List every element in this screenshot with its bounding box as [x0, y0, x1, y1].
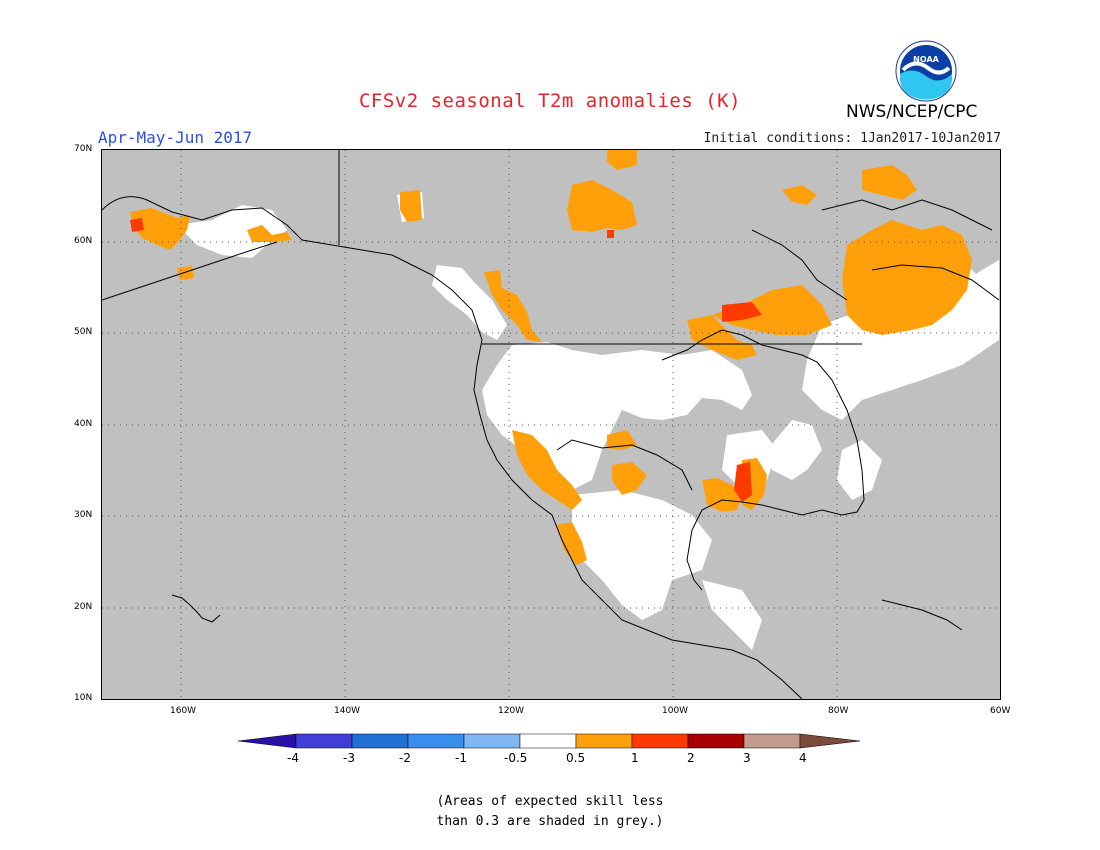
map-canvas	[102, 150, 1000, 699]
organization-label: NWS/NCEP/CPC	[846, 102, 978, 122]
map-panel	[101, 149, 1001, 700]
lon-label-160w: 160W	[170, 706, 197, 716]
svg-text:NOAA: NOAA	[913, 55, 939, 64]
colorbar-tick: -1	[455, 751, 467, 765]
map-title: CFSv2 seasonal T2m anomalies (K)	[358, 90, 742, 112]
lon-label-60w: 60W	[990, 706, 1011, 716]
colorbar	[238, 733, 861, 749]
colorbar-tick: -2	[399, 751, 411, 765]
colorbar-tick: 0.5	[566, 751, 586, 765]
lat-label-50n: 50N	[74, 327, 93, 337]
coastlines	[102, 150, 1000, 699]
colorbar-tick: 4	[799, 751, 807, 765]
lat-label-60n: 60N	[74, 236, 93, 246]
initial-conditions-label: Initial conditions: 1Jan2017-10Jan2017	[703, 131, 1001, 146]
lon-label-120w: 120W	[498, 706, 525, 716]
colorbar-tick: -4	[287, 751, 299, 765]
near-normal-areas	[177, 192, 999, 650]
lon-label-100w: 100W	[662, 706, 689, 716]
skill-note-line-2: than 0.3 are shaded in grey.)	[436, 814, 664, 829]
lon-label-140w: 140W	[334, 706, 361, 716]
season-label: Apr-May-Jun 2017	[98, 128, 253, 147]
lat-label-70n: 70N	[74, 144, 93, 154]
colorbar-tick: -3	[343, 751, 355, 765]
colorbar-tick: -0.5	[504, 751, 528, 765]
skill-note: (Areas of expected skill less than 0.3 a…	[0, 792, 1100, 832]
lon-label-80w: 80W	[828, 706, 849, 716]
skill-note-line-1: (Areas of expected skill less	[436, 794, 664, 809]
strong-warm-anomaly-areas	[130, 218, 762, 502]
lat-label-40n: 40N	[74, 419, 93, 429]
colorbar-tick: 3	[743, 751, 751, 765]
colorbar-tick: 2	[687, 751, 695, 765]
noaa-logo: NOAA	[895, 40, 957, 102]
colorbar-tick: 1	[631, 751, 639, 765]
lat-label-20n: 20N	[74, 602, 93, 612]
lat-label-30n: 30N	[74, 510, 93, 520]
lat-label-10n: 10N	[74, 693, 93, 703]
